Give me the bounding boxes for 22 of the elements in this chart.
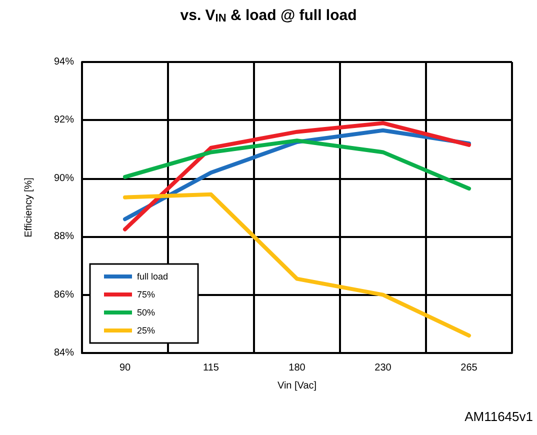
text: AM11645v1	[464, 409, 534, 424]
x-tick-label: 90	[119, 362, 131, 374]
x-tick-label: 230	[374, 362, 392, 374]
legend-label: 75%	[137, 290, 156, 300]
x-tick-label: 265	[460, 362, 478, 374]
y-tick-label: 92%	[54, 114, 74, 126]
line-series	[123, 192, 471, 338]
legend-label: full load	[137, 272, 168, 282]
line-series	[123, 138, 471, 191]
line-series	[123, 121, 471, 232]
y-tick-label: 88%	[54, 231, 74, 242]
legend-label: 25%	[137, 326, 156, 336]
y-tick-label: 90%	[54, 172, 74, 184]
legend-label: 50%	[137, 308, 156, 318]
x-tick-label: 115	[203, 362, 220, 374]
y-axis-title: Efficiency [%]	[24, 177, 34, 238]
chart-title: vs. VIN & load @ full load	[180, 7, 357, 24]
y-tick-label: 94%	[54, 56, 74, 68]
y-tick-label: 84%	[54, 348, 74, 358]
x-tick-label: 180	[288, 362, 306, 374]
x-axis-title: Vin [Vac]	[277, 380, 317, 392]
y-tick-label: 86%	[54, 289, 74, 300]
